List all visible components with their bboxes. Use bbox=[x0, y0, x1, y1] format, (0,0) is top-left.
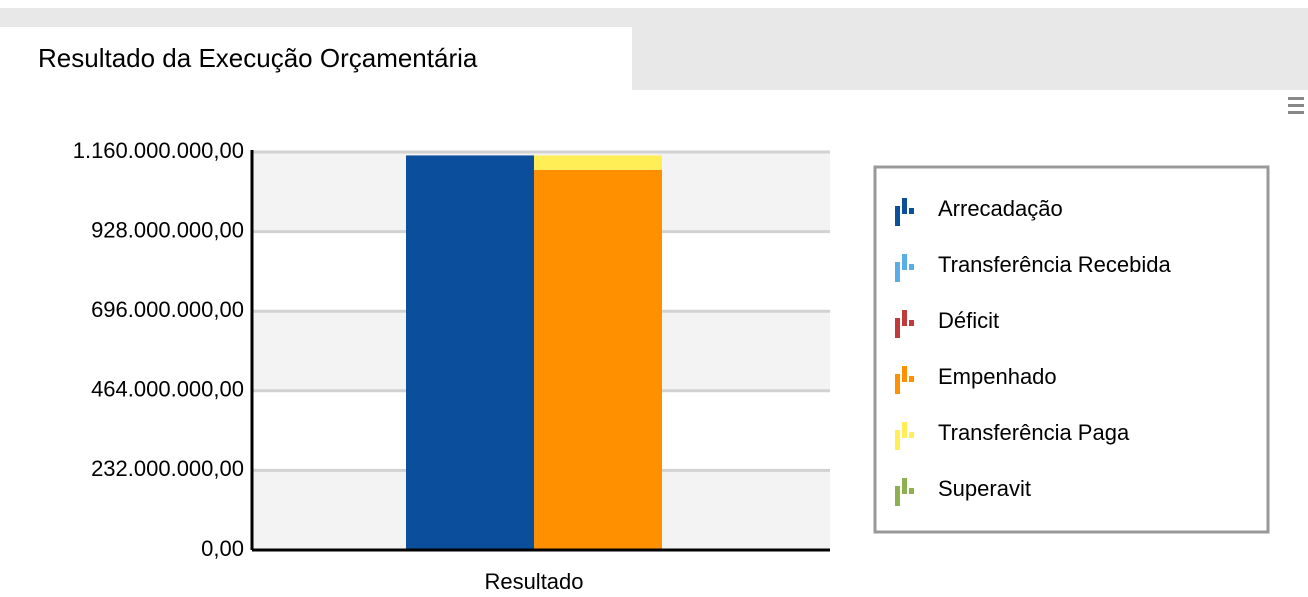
tab-title: Resultado da Execução Orçamentária bbox=[38, 43, 478, 73]
legend-icon bbox=[909, 320, 914, 326]
legend-icon bbox=[902, 366, 907, 382]
legend-icon bbox=[895, 318, 900, 338]
y-tick-label: 1.160.000.000,00 bbox=[73, 138, 244, 163]
y-tick-label: 0,00 bbox=[201, 536, 244, 561]
legend-icon bbox=[909, 376, 914, 382]
legend-icon bbox=[902, 422, 907, 438]
y-tick-label: 696.000.000,00 bbox=[91, 297, 244, 322]
menu-icon[interactable] bbox=[1288, 97, 1304, 114]
legend-icon bbox=[902, 478, 907, 494]
legend-icon bbox=[909, 488, 914, 494]
legend-icon bbox=[895, 486, 900, 506]
legend-icon bbox=[909, 264, 914, 270]
legend-label: Transferência Paga bbox=[938, 420, 1130, 445]
legend-icon bbox=[895, 430, 900, 450]
legend-icon bbox=[902, 310, 907, 326]
menu-line bbox=[1288, 111, 1304, 114]
y-tick-label: 464.000.000,00 bbox=[91, 377, 244, 402]
legend-icon bbox=[902, 198, 907, 214]
legend-label: Transferência Recebida bbox=[938, 252, 1172, 277]
y-tick-label: 232.000.000,00 bbox=[91, 456, 244, 481]
x-tick-label: Resultado bbox=[484, 569, 583, 594]
legend-box bbox=[873, 165, 1270, 534]
y-tick-label: 928.000.000,00 bbox=[91, 217, 244, 242]
menu-line bbox=[1288, 104, 1304, 107]
legend-label: Déficit bbox=[938, 308, 999, 333]
legend-icon bbox=[909, 432, 914, 438]
legend-label: Superavit bbox=[938, 476, 1031, 501]
menu-line bbox=[1288, 97, 1304, 100]
legend-label: Arrecadação bbox=[938, 196, 1063, 221]
bar-segment bbox=[534, 169, 662, 551]
legend-icon bbox=[895, 262, 900, 282]
bar-segment bbox=[534, 155, 662, 170]
legend-icon bbox=[902, 254, 907, 270]
tab[interactable]: Resultado da Execução Orçamentária bbox=[0, 27, 632, 90]
bar-segment bbox=[406, 155, 534, 550]
legend-icon bbox=[909, 208, 914, 214]
legend-icon bbox=[895, 374, 900, 394]
legend-icon bbox=[895, 206, 900, 226]
legend-label: Empenhado bbox=[938, 364, 1057, 389]
